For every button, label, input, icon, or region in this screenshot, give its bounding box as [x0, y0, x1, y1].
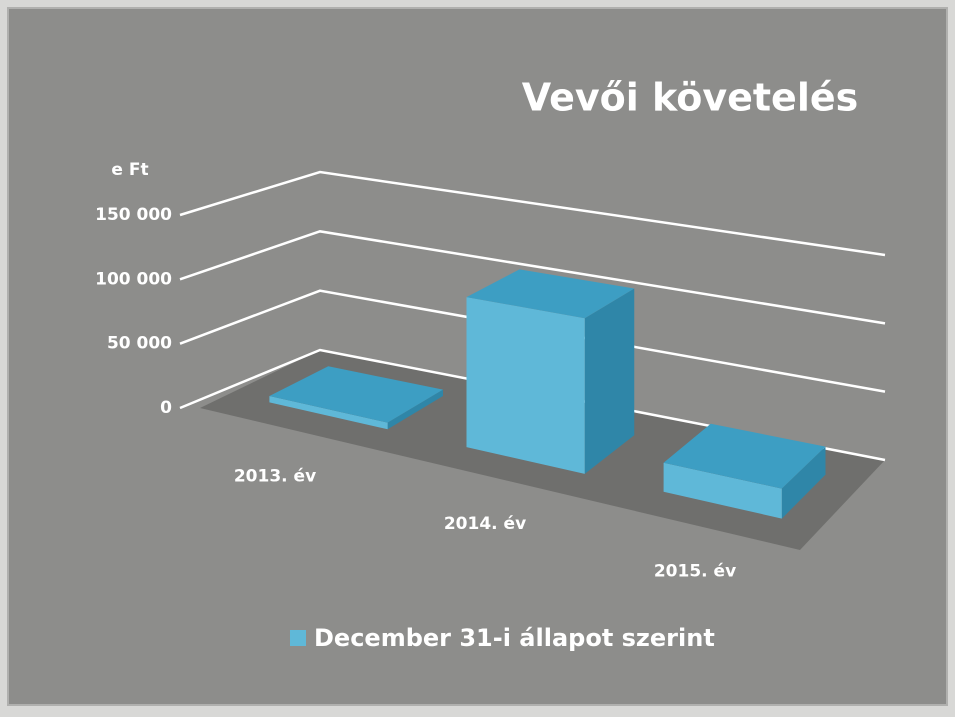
x-tick-label: 2014. év: [444, 514, 526, 534]
bar-side: [387, 389, 443, 430]
y-axis-label: e Ft: [111, 160, 148, 180]
bar-front: [663, 462, 782, 519]
bar-side: [584, 288, 635, 474]
bar-top: [663, 423, 826, 489]
x-tick-label: 2015. év: [654, 561, 736, 581]
bar-side: [781, 446, 826, 519]
y-tick-label: 150 000: [95, 205, 172, 225]
y-tick-label: 50 000: [107, 334, 172, 354]
chart-title: Vevői követelés: [522, 76, 859, 120]
legend-swatch: [290, 630, 306, 646]
x-tick-label: 2013. év: [234, 467, 316, 487]
bar-top: [466, 269, 635, 319]
bar-top: [269, 366, 443, 423]
legend-label: December 31-i állapot szerint: [314, 624, 715, 652]
bar-front: [466, 297, 585, 474]
y-tick-label: 0: [160, 398, 172, 418]
grid-line: [179, 230, 886, 325]
y-tick-label: 100 000: [95, 269, 172, 289]
bar-front: [269, 396, 388, 430]
grid-line: [179, 289, 886, 393]
grid-line: [179, 348, 886, 462]
grid-line: [179, 170, 886, 257]
